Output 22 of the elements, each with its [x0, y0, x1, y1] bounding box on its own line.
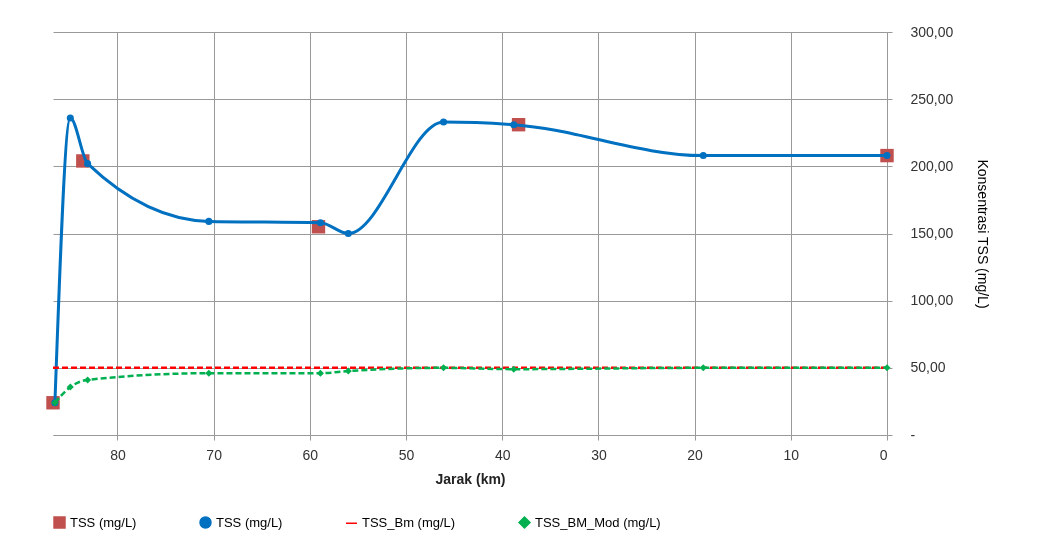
- legend-label: TSS (mg/L): [216, 514, 283, 530]
- x-tick-label: 40: [494, 446, 511, 463]
- y-tick-label: 250,00: [910, 90, 954, 107]
- x-tick-label: 30: [591, 446, 607, 463]
- y-axis-title: Konsentrasi TSS (mg/L): [975, 159, 992, 309]
- y-tick-label: 300,00: [910, 23, 954, 40]
- x-tick-label: 80: [110, 446, 126, 463]
- x-tick-label: 10: [783, 446, 800, 463]
- y-tick-label: -: [910, 426, 916, 443]
- legend-label: TSS (mg/L): [70, 514, 137, 530]
- x-tick-label: 0: [879, 446, 888, 463]
- y-tick-label: 100,00: [910, 292, 954, 309]
- x-tick-label: 60: [302, 446, 319, 463]
- legend-label: TSS_BM_Mod (mg/L): [535, 514, 661, 530]
- x-tick-label: 50: [398, 446, 415, 463]
- y-tick-label: 50,00: [910, 359, 946, 376]
- legend-label: TSS_Bm (mg/L): [362, 515, 456, 531]
- x-tick-label: 70: [206, 446, 223, 463]
- x-axis-title: Jarak (km): [435, 470, 506, 487]
- x-tick-label: 20: [687, 446, 704, 463]
- y-tick-label: 150,00: [910, 225, 954, 241]
- y-tick-label: 200,00: [910, 157, 954, 174]
